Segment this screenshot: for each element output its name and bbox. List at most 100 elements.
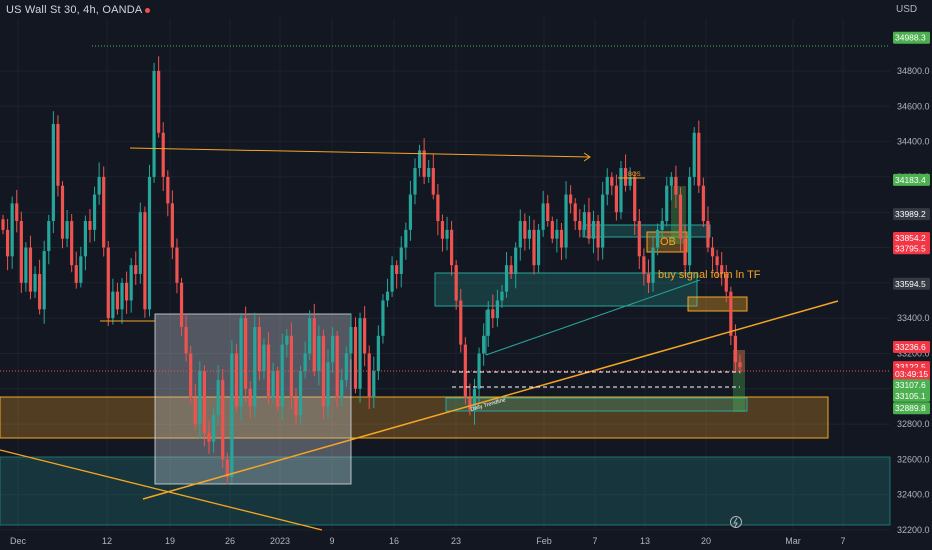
candle-up [230, 353, 234, 478]
candle-up [120, 282, 124, 310]
x-tick-label: 19 [165, 536, 175, 546]
price-tag-label: 33989.2 [895, 209, 926, 219]
candle-up [399, 247, 403, 274]
candle-up [211, 415, 216, 442]
candle-up [408, 194, 413, 230]
candle-down [19, 221, 23, 283]
candle-up [669, 176, 673, 186]
candle-up [541, 203, 545, 230]
currency-label: USD [896, 4, 918, 15]
candle-down [646, 274, 651, 283]
price-tag-label: 34183.4 [895, 175, 926, 185]
candle-up [271, 371, 275, 398]
x-tick-label: 23 [451, 536, 461, 546]
candle-up [97, 176, 101, 195]
price-tag-label: 33795.5 [895, 243, 926, 253]
candle-up [317, 335, 321, 372]
candle-down [573, 203, 577, 222]
candle-down [170, 203, 174, 248]
candle-up [605, 176, 609, 195]
candle-up [129, 265, 133, 301]
price-tag-bg [893, 379, 930, 392]
candle-up [216, 379, 220, 416]
candle-down [38, 274, 42, 310]
candle-down [248, 388, 252, 407]
candle-down [523, 221, 527, 239]
candle-down [74, 265, 78, 283]
candle-up [24, 247, 28, 283]
candle-up [79, 256, 83, 283]
candle-down [244, 318, 248, 389]
candle-up [298, 371, 303, 416]
y-tick-label: 33200.0 [897, 348, 930, 358]
candle-up [239, 318, 243, 407]
teal-trendline [485, 279, 701, 356]
candle-up [349, 326, 353, 354]
x-tick-label: 2023 [270, 536, 290, 546]
x-tick-label: Dec [10, 536, 27, 546]
candle-up [527, 229, 532, 239]
candle-up [486, 309, 490, 336]
demand-zone-orange [0, 396, 829, 439]
y-tick-label: 33400.0 [897, 313, 930, 323]
candle-down [454, 265, 458, 301]
candle-up [385, 291, 390, 301]
candle-up [628, 176, 632, 186]
lightning-icon[interactable] [730, 516, 742, 528]
price-tag-bg [893, 389, 930, 402]
price-tag-label: 03:49:15 [895, 369, 928, 379]
candle-down [422, 150, 426, 177]
candle-down [234, 353, 239, 407]
price-tag-label: 32889.8 [895, 403, 926, 413]
x-tick-label: 26 [225, 536, 235, 546]
candle-down [353, 326, 358, 389]
candle-up [381, 300, 385, 336]
candle-down [1, 219, 5, 230]
candle-down [56, 123, 60, 186]
candle-up [477, 353, 481, 389]
candle-up [280, 344, 284, 407]
candle-up [83, 221, 87, 257]
price-tag-bg [893, 367, 930, 380]
candle-down [5, 229, 10, 257]
candle-up [591, 221, 596, 239]
candle-down [289, 335, 293, 398]
y-tick-label: 34600.0 [897, 101, 930, 111]
candle-down [738, 362, 742, 368]
candle-down [161, 132, 165, 177]
x-tick-label: 20 [701, 536, 711, 546]
candle-up [372, 371, 376, 398]
candle-down [578, 221, 582, 230]
candle-down [257, 326, 261, 372]
candle-down [335, 335, 339, 398]
candle-up [308, 318, 312, 354]
candle-down [642, 256, 646, 274]
candle-down [559, 229, 564, 248]
candle-up [427, 168, 431, 177]
price-tag-label: 33105.1 [895, 391, 926, 401]
candle-down [436, 194, 440, 222]
candle-down [546, 203, 550, 222]
candle-up [688, 176, 692, 266]
trendline-arrow [583, 152, 591, 162]
candle-down [459, 300, 463, 345]
candle-up [413, 168, 417, 195]
price-tag-label: 33594.5 [895, 279, 926, 289]
candle-down [720, 265, 724, 274]
price-tag-bg [893, 231, 930, 244]
candle-down [623, 168, 628, 186]
time-axis: Dec 12 19 26 2023 9 16 23 Feb 7 13 20 Mar 7 [10, 536, 846, 546]
candle-down [509, 265, 513, 274]
candle-up [404, 229, 408, 248]
candle-down [683, 238, 687, 266]
price-tag-bg [893, 242, 930, 255]
candle-down [202, 371, 207, 433]
target-zone-teal [445, 397, 748, 412]
candle-down [60, 185, 65, 239]
y-tick-label: 32200.0 [897, 525, 930, 535]
candle-up [340, 379, 344, 398]
price-tag-label: 33122.5 [895, 362, 926, 372]
candle-down [189, 353, 193, 398]
